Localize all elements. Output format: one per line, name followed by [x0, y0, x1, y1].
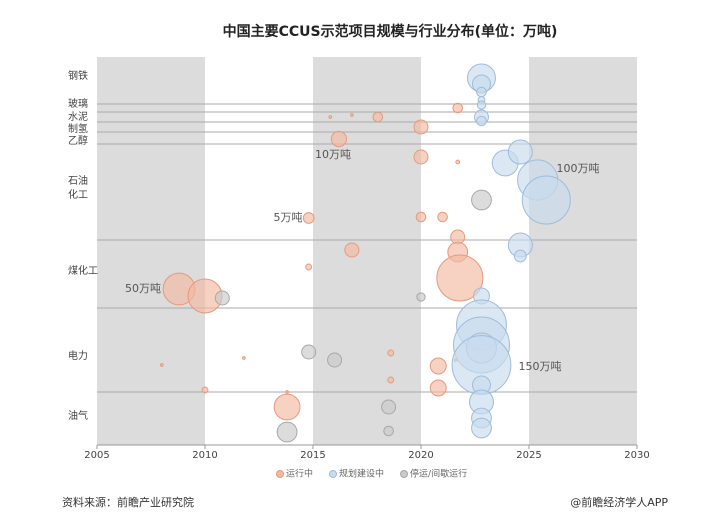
- bubble: [476, 100, 487, 110]
- legend-label: 规划建设中: [339, 468, 384, 480]
- y-category-label: 乙醇: [68, 134, 88, 147]
- source: 资料来源：前瞻产业研究院: [62, 495, 194, 509]
- bubble: [276, 421, 298, 443]
- y-category-label: 制氢: [68, 122, 88, 135]
- annotation: 100万吨: [557, 162, 600, 175]
- bubble: [214, 290, 230, 306]
- bubble: [507, 139, 533, 165]
- bubble: [429, 379, 447, 397]
- legend-label: 运行中: [286, 468, 313, 480]
- bubble: [413, 119, 429, 135]
- bubble: [327, 352, 343, 368]
- x-tick-label: 2025: [516, 450, 541, 461]
- column-band: [97, 57, 205, 445]
- bubble: [330, 130, 348, 148]
- x-tick-label: 2020: [408, 450, 433, 461]
- legend-marker: [400, 470, 409, 478]
- bubble: [476, 115, 487, 127]
- y-category-label: 油气: [68, 409, 88, 422]
- column-band: [313, 57, 421, 445]
- bubble: [437, 211, 448, 223]
- bubble: [285, 390, 289, 394]
- bubble: [471, 189, 492, 211]
- bubble: [273, 393, 301, 421]
- y-category-label: 石油化工: [68, 174, 88, 201]
- x-tick-label: 2010: [192, 450, 217, 461]
- bubble: [471, 417, 492, 439]
- bubble: [513, 249, 527, 263]
- annotation: 10万吨: [315, 148, 351, 161]
- bubble: [372, 111, 384, 123]
- bubble: [436, 254, 484, 302]
- bubble: [344, 242, 360, 258]
- bubble: [452, 102, 464, 114]
- annotation: 150万吨: [519, 360, 562, 373]
- annotation: 5万吨: [274, 211, 303, 224]
- bubble: [415, 211, 427, 223]
- legend-marker: [276, 470, 284, 478]
- bubble: [387, 349, 395, 357]
- x-tick-label: 2015: [300, 450, 325, 461]
- legend-marker: [329, 470, 338, 478]
- bubble: [387, 376, 395, 384]
- bubble: [429, 357, 447, 375]
- y-category-label: 电力: [68, 349, 88, 362]
- credit: @前瞻经济学人APP: [570, 495, 668, 509]
- bubble: [302, 212, 315, 224]
- bubble: [328, 115, 333, 119]
- chart-title: 中国主要CCUS示范项目规模与行业分布(单位：万吨): [223, 23, 558, 40]
- bubble: [242, 356, 246, 360]
- y-category-label: 钢铁: [68, 69, 88, 82]
- bubble: [455, 159, 461, 165]
- bubble: [476, 86, 487, 98]
- bubble: [201, 386, 209, 394]
- bubble: [383, 425, 394, 437]
- y-category-label: 煤化工: [68, 264, 98, 277]
- annotation: 50万吨: [125, 282, 161, 295]
- legend-label: 停运/间歇运行: [410, 468, 467, 480]
- bubble: [381, 399, 397, 415]
- y-category-label: 玻璃: [68, 97, 88, 110]
- bubble: [350, 113, 354, 117]
- column-band: [529, 57, 637, 445]
- bubble: [521, 175, 571, 225]
- bubble: [305, 263, 313, 271]
- bubble: [301, 344, 317, 360]
- bubble: [159, 363, 164, 367]
- x-tick-label: 2030: [624, 450, 649, 461]
- bubble: [413, 149, 429, 165]
- y-category-label: 水泥: [68, 110, 88, 123]
- x-tick-label: 2005: [84, 450, 109, 461]
- bubble: [416, 292, 426, 302]
